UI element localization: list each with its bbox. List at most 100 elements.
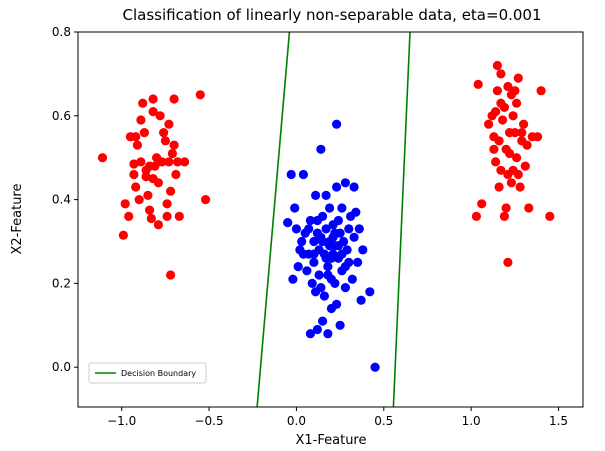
- data-point: [484, 119, 494, 129]
- data-point: [326, 303, 336, 314]
- data-point: [517, 128, 527, 138]
- data-point: [309, 249, 319, 259]
- data-point: [499, 102, 509, 112]
- data-point: [330, 228, 340, 238]
- data-point: [298, 169, 308, 180]
- data-point: [328, 249, 338, 259]
- x-tick-label: 1.0: [462, 414, 481, 428]
- data-point: [305, 215, 315, 226]
- data-point: [153, 178, 163, 188]
- y-axis-title: X2-Feature: [10, 184, 25, 255]
- data-point: [97, 153, 108, 163]
- data-point: [353, 257, 363, 267]
- legend-box: [88, 362, 207, 384]
- data-point: [169, 140, 179, 150]
- data-point: [283, 218, 293, 228]
- data-point: [489, 144, 499, 154]
- data-point: [164, 119, 174, 129]
- data-point: [134, 195, 144, 205]
- data-point: [155, 111, 165, 121]
- data-point: [354, 224, 364, 234]
- data-point: [131, 132, 141, 142]
- data-point: [344, 224, 354, 234]
- x-axis: −1.0 −0.5 0.0 0.5 1.0 1.5: [107, 407, 568, 428]
- plot-area: [97, 32, 555, 407]
- data-point: [513, 73, 523, 83]
- data-point: [491, 107, 501, 117]
- data-point: [337, 203, 347, 213]
- data-point: [195, 90, 205, 100]
- data-point: [314, 270, 324, 280]
- data-point: [340, 262, 350, 272]
- y-tick-label: 0.2: [52, 276, 71, 290]
- data-point: [141, 172, 151, 182]
- data-point: [307, 278, 317, 288]
- data-point: [513, 169, 523, 180]
- data-point: [145, 205, 155, 215]
- data-point: [157, 157, 167, 167]
- data-point: [286, 169, 296, 180]
- data-point: [471, 211, 481, 221]
- data-point: [164, 157, 174, 167]
- data-point: [533, 132, 543, 142]
- data-point: [302, 266, 312, 276]
- data-point: [365, 287, 375, 297]
- data-point: [169, 94, 179, 104]
- data-point: [330, 278, 340, 288]
- x-tick-label: 1.5: [549, 414, 568, 428]
- data-point: [501, 203, 511, 213]
- decision-boundary: [256, 32, 411, 407]
- data-point: [290, 203, 300, 213]
- data-point: [311, 190, 321, 200]
- data-point: [180, 157, 190, 167]
- data-point: [136, 157, 146, 167]
- series-1: [283, 119, 380, 372]
- data-point: [167, 148, 177, 159]
- data-point: [153, 220, 163, 230]
- data-point: [510, 128, 520, 138]
- data-point: [148, 94, 158, 104]
- series-0: [97, 60, 555, 280]
- data-point: [515, 182, 525, 192]
- data-point: [160, 136, 170, 146]
- data-point: [332, 182, 342, 192]
- data-point: [511, 98, 522, 108]
- y-axis: 0.0 0.2 0.4 0.6 0.8: [52, 25, 78, 374]
- data-point: [477, 199, 487, 209]
- data-point: [499, 211, 509, 221]
- data-point: [288, 274, 298, 284]
- data-point: [316, 144, 326, 154]
- data-point: [519, 119, 529, 129]
- data-point: [316, 232, 326, 242]
- data-point: [340, 283, 350, 293]
- data-point: [139, 128, 149, 138]
- data-point: [150, 161, 160, 171]
- data-point: [305, 329, 315, 339]
- data-point: [333, 215, 343, 226]
- data-point: [323, 262, 333, 272]
- y-tick-label: 0.8: [52, 25, 71, 39]
- data-point: [494, 136, 504, 146]
- data-point: [143, 190, 153, 200]
- data-point: [293, 262, 303, 272]
- data-point: [356, 295, 366, 305]
- x-tick-label: −1.0: [107, 414, 136, 428]
- data-point: [498, 115, 508, 125]
- data-point: [162, 211, 172, 221]
- data-point: [349, 232, 359, 242]
- data-point: [337, 249, 347, 259]
- data-point: [304, 224, 314, 234]
- x-tick-label: 0.0: [287, 414, 306, 428]
- data-point: [171, 169, 181, 180]
- data-point: [325, 203, 335, 213]
- data-point: [118, 230, 128, 240]
- chart-title: Classification of linearly non-separable…: [122, 6, 541, 24]
- data-point: [174, 211, 184, 221]
- data-point: [120, 199, 130, 209]
- data-point: [136, 115, 146, 125]
- data-point: [522, 140, 532, 150]
- data-point: [505, 148, 515, 159]
- data-point: [520, 161, 530, 171]
- data-point: [159, 128, 169, 138]
- x-tick-label: −0.5: [194, 414, 223, 428]
